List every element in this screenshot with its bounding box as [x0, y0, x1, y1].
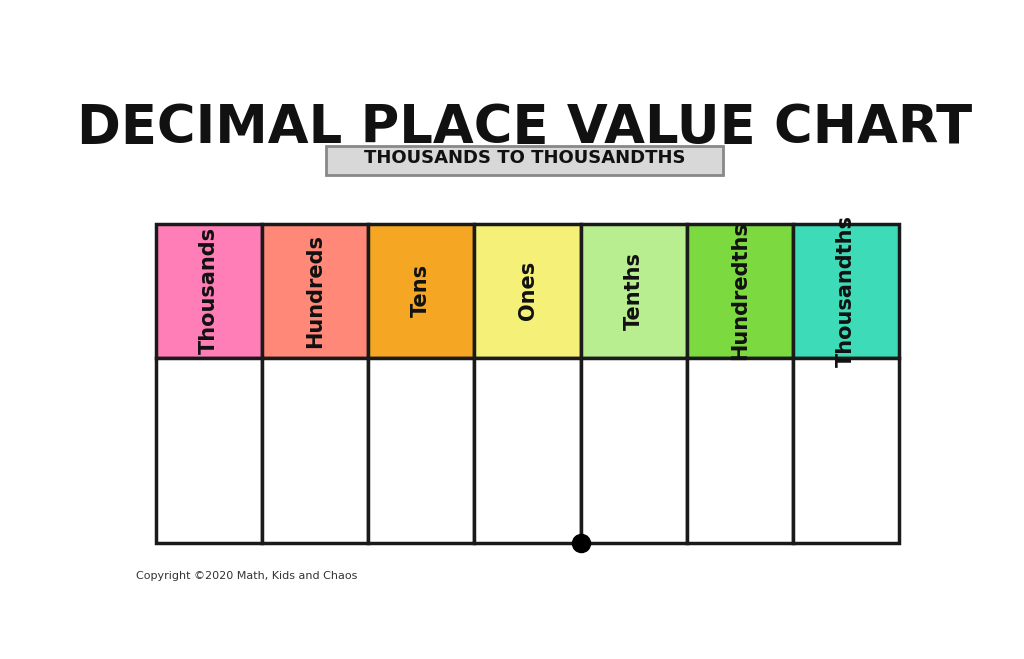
Text: DECIMAL PLACE VALUE CHART: DECIMAL PLACE VALUE CHART [77, 102, 973, 154]
Bar [369, 223, 474, 358]
Bar [794, 223, 899, 358]
Text: Thousandths: Thousandths [837, 215, 856, 367]
Bar [369, 358, 474, 544]
Bar [794, 358, 899, 544]
Bar [581, 223, 687, 358]
Text: Tenths: Tenths [624, 252, 644, 330]
Text: Copyright ©2020 Math, Kids and Chaos: Copyright ©2020 Math, Kids and Chaos [136, 571, 357, 581]
FancyBboxPatch shape [327, 146, 723, 175]
Bar [156, 358, 262, 544]
Text: Tens: Tens [412, 264, 431, 318]
Bar [262, 223, 369, 358]
Text: Hundredths: Hundredths [730, 221, 750, 360]
Text: Thousands: Thousands [199, 227, 219, 355]
Bar [687, 358, 794, 544]
Bar [687, 223, 794, 358]
Text: Ones: Ones [517, 261, 538, 320]
Bar [474, 358, 581, 544]
Text: Hundreds: Hundreds [305, 234, 325, 348]
Bar [474, 223, 581, 358]
Text: THOUSANDS TO THOUSANDTHS: THOUSANDS TO THOUSANDTHS [365, 149, 685, 167]
Bar [262, 358, 369, 544]
Bar [156, 223, 262, 358]
Bar [581, 358, 687, 544]
